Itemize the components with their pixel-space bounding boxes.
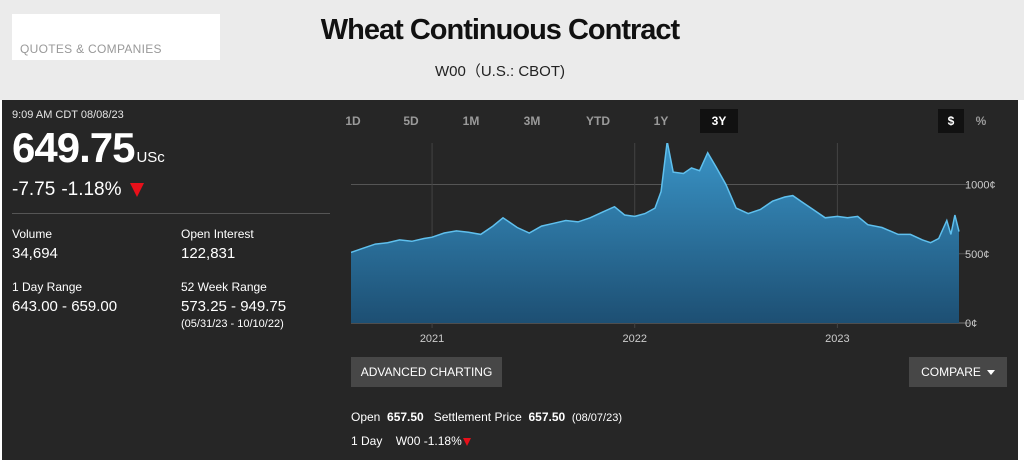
settle-value: 657.50 [528, 410, 566, 424]
price-block: 649.75 USc [12, 124, 165, 172]
tab-3y[interactable]: 3Y [700, 109, 738, 133]
day-range-value: 643.00 - 659.00 [12, 298, 118, 315]
search-label: QUOTES & COMPANIES [20, 42, 162, 56]
x-tick-label: 2022 [622, 333, 646, 343]
week52-value: 573.25 - 949.75 [181, 298, 287, 315]
percent-toggle[interactable]: % [975, 114, 987, 128]
one-day-label: 1 Day [351, 434, 383, 448]
volume-label: Volume [12, 227, 53, 241]
open-interest-label: Open Interest [181, 227, 254, 241]
settle-label: Settlement Price [433, 410, 522, 424]
tab-1m[interactable]: 1M [462, 114, 480, 128]
down-arrow-icon [129, 182, 144, 197]
open-interest-value: 122,831 [181, 245, 236, 262]
week52-dates: (05/31/23 - 10/10/22) [181, 318, 284, 330]
dollar-toggle[interactable]: $ [938, 109, 964, 133]
stat-volume: Volume 34,694 [12, 227, 58, 262]
change-row: -7.75 -1.18% [12, 179, 150, 201]
settlement-row: Open 657.50 Settlement Price 657.50 (08/… [351, 410, 622, 424]
y-tick-label: 500¢ [965, 249, 989, 261]
page-header: QUOTES & COMPANIES Wheat Continuous Cont… [0, 0, 1024, 100]
price-change: -7.75 [12, 179, 56, 200]
one-day-row: 1 Day W00 -1.18% [351, 434, 471, 448]
volume-value: 34,694 [12, 245, 58, 262]
tab-1d[interactable]: 1D [345, 114, 361, 128]
quote-timestamp: 9:09 AM CDT 08/08/23 [12, 109, 124, 121]
x-tick-label: 2021 [420, 333, 444, 343]
price-line [351, 143, 960, 254]
week52-label: 52 Week Range [181, 280, 267, 294]
last-price: 649.75 [12, 124, 135, 171]
quotes-search-box[interactable]: QUOTES & COMPANIES [12, 14, 220, 60]
price-area [351, 143, 959, 323]
tab-1y[interactable]: 1Y [653, 114, 669, 128]
down-arrow-small-icon [462, 437, 471, 446]
price-chart: 1000¢ 500¢ 0¢ 2021 2022 2023 [351, 143, 996, 343]
open-label: Open [351, 410, 381, 424]
compare-label: COMPARE [921, 365, 981, 379]
symbol-change: W00 -1.18% [395, 434, 462, 448]
stat-open-interest: Open Interest 122,831 [181, 227, 254, 262]
advanced-charting-button[interactable]: ADVANCED CHARTING [351, 357, 502, 387]
quote-panel: 9:09 AM CDT 08/08/23 649.75 USc -7.75 -1.1… [2, 100, 1018, 460]
tab-5d[interactable]: 5D [403, 114, 419, 128]
divider [12, 213, 330, 214]
stat-52-week-range: 52 Week Range 573.25 - 949.75 (05/31/23 … [181, 280, 286, 330]
y-tick-label: 0¢ [965, 318, 977, 330]
tab-ytd[interactable]: YTD [586, 114, 610, 128]
settle-date: (08/07/23) [571, 412, 622, 424]
page-subtitle: W00（U.S.: CBOT) [434, 63, 565, 80]
y-tick-label: 1000¢ [965, 180, 996, 192]
compare-button[interactable]: COMPARE [909, 357, 1007, 387]
price-change-pct: -1.18% [61, 179, 122, 200]
stat-day-range: 1 Day Range 643.00 - 659.00 [12, 280, 117, 315]
x-tick-label: 2023 [825, 333, 849, 343]
tab-3m[interactable]: 3M [523, 114, 541, 128]
price-unit: USc [136, 149, 165, 166]
advanced-charting-label: ADVANCED CHARTING [360, 365, 493, 379]
caret-down-icon [986, 370, 995, 376]
open-value: 657.50 [387, 410, 424, 424]
page-title: Wheat Continuous Contract [320, 14, 680, 46]
day-range-label: 1 Day Range [12, 280, 83, 294]
